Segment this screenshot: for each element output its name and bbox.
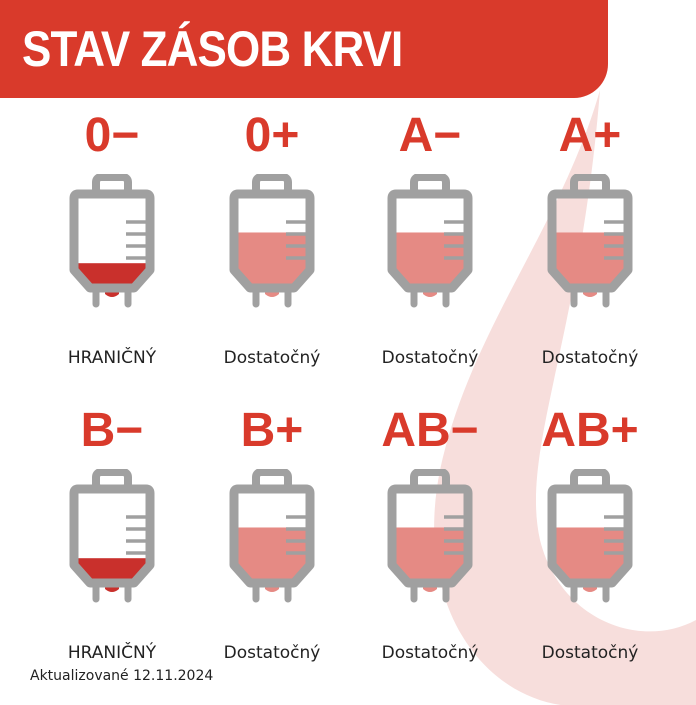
blood-bag-icon: [229, 174, 315, 308]
blood-type-card: AB+ Dostatočný: [510, 403, 670, 663]
stock-status: Dostatočný: [223, 643, 321, 663]
blood-type-card: A+ Dostatočný: [510, 108, 670, 368]
blood-type-label: A−: [398, 109, 462, 162]
blood-type-label: 0+: [244, 109, 300, 162]
blood-type-label: B−: [80, 404, 144, 457]
blood-bag-icon: [547, 174, 633, 308]
blood-type-label: AB−: [381, 404, 479, 457]
stock-status: HRANIČNÝ: [67, 348, 157, 368]
updated-date: Aktualizované 12.11.2024: [30, 668, 214, 684]
blood-type-label: AB+: [541, 404, 639, 457]
blood-bag-icon: [69, 469, 155, 603]
blood-type-label: B+: [240, 404, 304, 457]
stock-status: Dostatočný: [381, 348, 479, 368]
stock-status: Dostatočný: [381, 643, 479, 663]
blood-type-card: 0+ Dostatočný: [192, 108, 352, 368]
blood-bag-icon: [69, 174, 155, 308]
page-title: STAV ZÁSOB KRVI: [22, 21, 403, 77]
blood-type-card: B− HRANIČNÝ: [32, 403, 192, 663]
blood-type-label: 0−: [84, 109, 140, 162]
blood-bag-icon: [387, 174, 473, 308]
blood-bag-icon: [229, 469, 315, 603]
stock-status: Dostatočný: [541, 643, 639, 663]
blood-type-card: B+ Dostatočný: [192, 403, 352, 663]
stock-status: Dostatočný: [223, 348, 321, 368]
blood-type-label: A+: [558, 109, 622, 162]
header-banner: STAV ZÁSOB KRVI: [0, 0, 608, 98]
blood-bag-icon: [387, 469, 473, 603]
blood-bag-icon: [547, 469, 633, 603]
blood-type-card: AB− Dostatočný: [350, 403, 510, 663]
stock-status: Dostatočný: [541, 348, 639, 368]
blood-type-card: 0− HRANIČNÝ: [32, 108, 192, 368]
stock-status: HRANIČNÝ: [67, 643, 157, 663]
blood-type-card: A− Dostatočný: [350, 108, 510, 368]
